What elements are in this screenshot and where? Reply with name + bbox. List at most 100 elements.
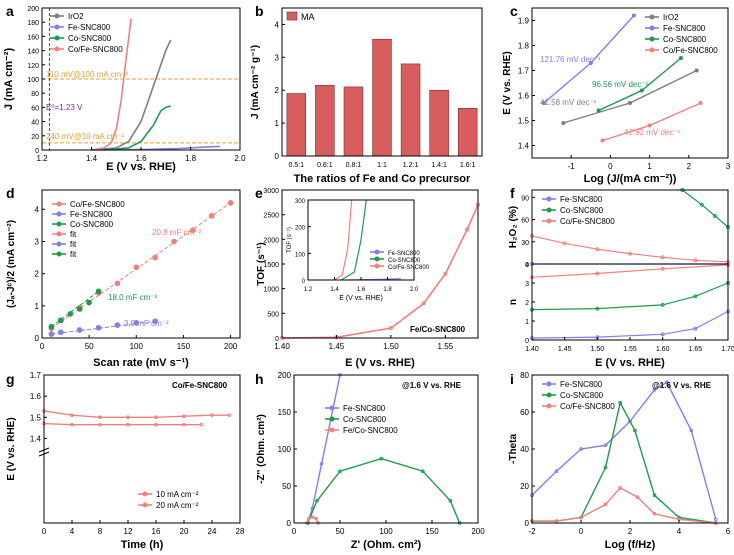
- g-xtick-label: 0: [42, 527, 47, 536]
- g-frame: [43, 374, 241, 524]
- d-series-marker: [76, 306, 83, 312]
- f-top-ytick-label: 0: [525, 262, 529, 269]
- a-annotation: 110 mV@100 mA cm⁻²: [46, 70, 128, 79]
- d-series-marker: [76, 327, 83, 333]
- i-series-line: [532, 400, 716, 524]
- d-series-marker: [114, 280, 121, 287]
- i-series-marker: [554, 469, 559, 474]
- a-series-line: [91, 39, 172, 151]
- h-series-marker: [306, 516, 311, 521]
- i-ytick-label: 80: [520, 371, 529, 380]
- e-xtick-label: 1.50: [383, 342, 399, 351]
- g-legend-label: 20 mA cm⁻²: [156, 501, 199, 510]
- g-xtick-label: 24: [208, 527, 217, 536]
- i-xlabel: Log (f/Hz): [605, 539, 656, 551]
- i-xtick-label: 2: [628, 527, 633, 536]
- a-ytick-label: 100: [27, 77, 39, 84]
- e-ytick-label: 3000: [263, 188, 279, 195]
- f-xtick-label: 1.45: [558, 346, 572, 353]
- g-annotation: Co/Fe-SNC800: [172, 381, 228, 390]
- i-ytick-label: 40: [520, 445, 529, 454]
- h-legend-label: Fe-SNC800: [343, 404, 386, 413]
- h-legend-label: Co-SNC800: [343, 415, 387, 424]
- g-series-marker: [182, 414, 186, 419]
- f-bottom-marker: [660, 266, 665, 271]
- i-series-marker: [652, 511, 657, 516]
- e-inset-xtick-label: 1.8: [383, 287, 392, 293]
- e-xtick-label: 1.45: [329, 342, 345, 351]
- a-ytick-label: 80: [31, 91, 39, 98]
- i-series-line: [532, 487, 716, 524]
- h-xtick-label: 100: [379, 527, 393, 536]
- a-series-line: [91, 18, 132, 151]
- d-ytick-label: 2: [35, 270, 40, 279]
- f-bottom-line: [531, 264, 729, 278]
- c-ylabel: E (V vs. RHE): [502, 51, 513, 114]
- h-ytick-label: 150: [278, 408, 292, 417]
- c-series-marker: [678, 55, 684, 61]
- f-top-marker: [699, 202, 704, 207]
- c-series-line: [563, 69, 697, 124]
- d-series-marker: [86, 299, 92, 306]
- d-legend-label: fit: [70, 240, 77, 249]
- h-ytick-label: 0: [287, 519, 292, 528]
- d-annotation: 3.9 mF cm⁻²: [124, 319, 169, 328]
- h-annotation: @1.6 V vs. RHE: [402, 381, 462, 390]
- g-xtick-label: 16: [152, 527, 161, 536]
- d-legend-label: fit: [70, 250, 77, 259]
- b-ytick-label: 3: [275, 53, 280, 62]
- e-series-marker: [421, 301, 426, 306]
- c-series-marker: [647, 123, 652, 128]
- i-series-marker: [579, 515, 583, 520]
- h-ylabel: -Z'' (Ohm. cm²): [256, 414, 267, 484]
- c-xtick-label: 1: [647, 162, 652, 171]
- c-legend-marker: [649, 47, 655, 53]
- b-xtick-label: 1.6:1: [460, 162, 476, 169]
- e-inset-legend-marker: [374, 256, 380, 262]
- f-bottom-marker: [595, 306, 600, 311]
- d-ytick-label: 4: [35, 205, 40, 214]
- d-legend-label: fit: [70, 230, 77, 239]
- h-series-marker: [420, 469, 425, 474]
- g-ytick-label: 1.4: [30, 434, 42, 443]
- b-xtick-label: 0.5:1: [288, 162, 304, 169]
- e-inset-legend-marker: [374, 249, 380, 255]
- i-series-marker: [618, 400, 623, 405]
- c-series-marker: [627, 100, 633, 106]
- a-xtick-label: 2.0: [234, 154, 246, 163]
- c-annotation: 47.92 mV dec⁻¹: [624, 128, 681, 137]
- a-xtick-label: 1.8: [185, 154, 197, 163]
- f-bottom-line: [531, 282, 729, 311]
- f-top-ytick-label: 90: [521, 195, 529, 202]
- a-legend-marker: [54, 46, 60, 52]
- c-legend-marker: [649, 14, 655, 20]
- i-series-marker: [603, 502, 608, 507]
- d-series-marker: [208, 212, 215, 219]
- f-top-ytick-label: 60: [521, 218, 529, 225]
- i-legend-marker: [546, 392, 552, 398]
- b-frame: [281, 7, 483, 157]
- c-xtick-label: 0: [608, 162, 613, 171]
- e-inset-ytick-label: 300: [295, 199, 306, 205]
- h-series-marker: [314, 516, 318, 521]
- h-xtick-label: 200: [471, 527, 485, 536]
- h-xlabel: Z' (Ohm. cm²): [351, 539, 422, 551]
- h-series-line: [307, 457, 461, 524]
- h-ytick-label: 100: [278, 445, 292, 454]
- g-series-marker: [98, 415, 102, 420]
- b-ytick-label: 0: [275, 152, 280, 161]
- c-legend-marker: [649, 36, 655, 42]
- f-xtick-label: 1.40: [525, 346, 539, 353]
- f-top-marker: [562, 241, 567, 246]
- f-legend-label: Fe-SNC800: [560, 195, 603, 204]
- e-xlabel: E (V vs. RHE): [345, 357, 415, 369]
- d-legend-label: Co-SNC800: [70, 220, 114, 229]
- d-series-marker: [227, 200, 234, 206]
- f-top-marker: [660, 255, 665, 260]
- c-ytick-label: 1.4: [518, 142, 530, 151]
- b-bar: [429, 89, 449, 157]
- b-xlabel: The ratios of Fe and Co precursor: [294, 173, 471, 185]
- f-top-marker: [628, 251, 632, 256]
- g-series-marker: [154, 415, 158, 420]
- f-top-line: [681, 189, 729, 228]
